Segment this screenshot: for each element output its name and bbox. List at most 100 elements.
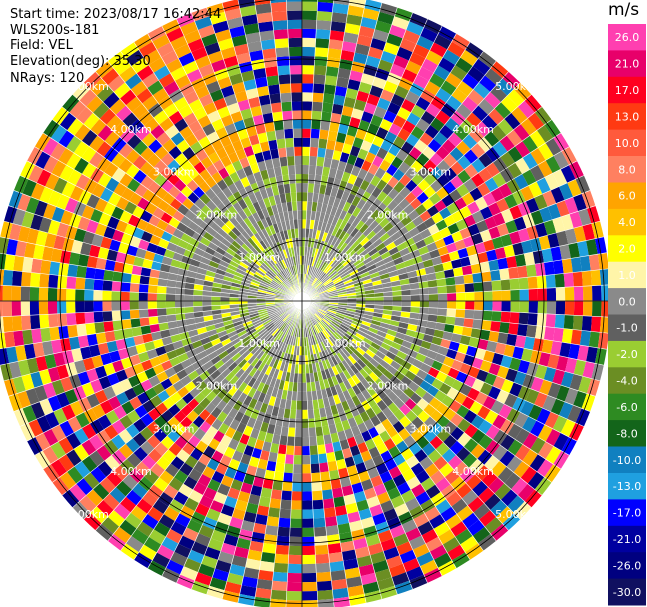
velocity-bin — [430, 491, 446, 507]
velocity-bin — [515, 253, 527, 267]
velocity-bin — [334, 141, 345, 152]
velocity-bin — [387, 199, 399, 212]
velocity-bin — [323, 264, 331, 273]
velocity-bin — [509, 230, 522, 245]
velocity-bin — [380, 384, 392, 396]
ray-separator — [307, 307, 509, 531]
velocity-bin — [346, 343, 356, 353]
velocity-bin — [573, 359, 587, 377]
velocity-bin — [324, 185, 333, 196]
velocity-bin — [316, 270, 324, 279]
velocity-bin — [376, 190, 388, 203]
velocity-bin — [500, 434, 516, 451]
velocity-bin — [463, 236, 475, 248]
velocity-bin — [349, 145, 361, 157]
velocity-bin — [313, 74, 326, 85]
velocity-bin — [492, 290, 502, 301]
velocity-bin — [455, 218, 468, 231]
velocity-bin — [400, 231, 412, 242]
velocity-bin — [404, 398, 417, 411]
velocity-bin — [385, 379, 397, 391]
velocity-bin — [468, 127, 485, 144]
velocity-bin — [326, 326, 335, 335]
velocity-bin — [463, 274, 474, 284]
velocity-bin — [488, 362, 501, 376]
velocity-bin — [491, 311, 502, 322]
velocity-bin — [467, 496, 485, 513]
velocity-bin — [340, 256, 350, 265]
velocity-bin — [399, 278, 410, 286]
velocity-bin — [467, 89, 485, 106]
velocity-bin — [334, 262, 343, 271]
velocity-bin — [357, 264, 367, 273]
velocity-bin — [335, 312, 346, 318]
velocity-bin — [544, 119, 561, 138]
velocity-bin — [331, 247, 340, 257]
velocity-bin — [337, 68, 352, 80]
velocity-bin — [479, 229, 492, 243]
velocity-bin — [320, 175, 329, 186]
velocity-bin — [437, 293, 448, 301]
velocity-bin — [449, 440, 464, 455]
velocity-bin — [433, 552, 452, 568]
velocity-bin — [341, 41, 357, 53]
velocity-bin — [385, 211, 397, 223]
velocity-bin — [433, 456, 448, 471]
velocity-bin — [397, 365, 409, 376]
velocity-bin — [342, 348, 351, 358]
velocity-bin — [346, 125, 359, 137]
velocity-bin — [477, 251, 489, 264]
velocity-bin — [435, 87, 452, 103]
velocity-bin — [354, 312, 365, 318]
velocity-bin — [475, 465, 491, 481]
velocity-bin — [356, 346, 366, 356]
velocity-bin — [396, 481, 411, 496]
velocity-bin — [404, 370, 417, 381]
ray-separator — [310, 302, 607, 350]
velocity-bin — [338, 59, 353, 71]
velocity-bin — [314, 324, 321, 334]
velocity-bin — [528, 288, 538, 301]
velocity-bin — [317, 147, 327, 158]
velocity-bin — [420, 477, 436, 492]
velocity-bin — [501, 208, 514, 223]
velocity-bin — [547, 353, 560, 370]
velocity-bin — [379, 217, 390, 229]
velocity-bin — [415, 118, 430, 133]
velocity-bin — [547, 203, 561, 220]
velocity-bin — [371, 392, 382, 404]
velocity-bin — [376, 264, 387, 272]
velocity-bin — [348, 0, 367, 9]
velocity-bin — [342, 319, 352, 326]
velocity-bin — [494, 247, 507, 260]
velocity-bin — [311, 316, 317, 325]
velocity-bin — [550, 246, 562, 262]
velocity-bin — [467, 223, 480, 236]
velocity-bin — [354, 284, 365, 290]
velocity-bin — [568, 343, 580, 360]
velocity-bin — [381, 171, 393, 184]
velocity-bin — [370, 175, 382, 187]
velocity-bin — [471, 232, 484, 245]
velocity-bin — [334, 383, 343, 395]
velocity-bin — [392, 305, 402, 312]
velocity-bin — [318, 308, 327, 314]
velocity-bin — [342, 369, 352, 380]
velocity-bin — [393, 336, 404, 346]
velocity-bin — [471, 357, 484, 370]
velocity-bin — [380, 89, 395, 102]
velocity-bin — [343, 96, 356, 109]
velocity-bin — [379, 359, 391, 370]
velocity-bin — [404, 422, 418, 435]
velocity-bin — [317, 1, 334, 13]
velocity-bin — [329, 246, 337, 256]
velocity-bin — [374, 378, 386, 389]
velocity-bin — [302, 119, 312, 129]
velocity-bin — [399, 186, 412, 199]
velocity-bin — [446, 95, 462, 111]
velocity-bin — [420, 110, 436, 125]
velocity-bin — [412, 44, 430, 59]
velocity-bin — [416, 221, 428, 233]
velocity-bin — [337, 327, 347, 336]
velocity-bin — [485, 424, 500, 440]
